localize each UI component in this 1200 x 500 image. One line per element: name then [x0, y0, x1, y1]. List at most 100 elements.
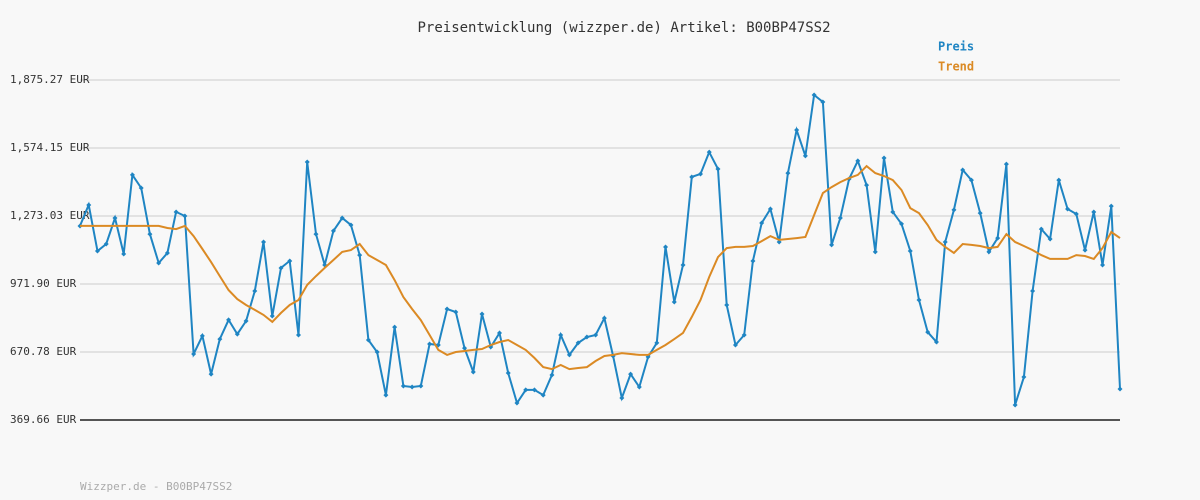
- point-marker: [671, 299, 677, 305]
- point-marker: [269, 313, 275, 319]
- point-marker: [496, 330, 502, 336]
- point-marker: [977, 210, 983, 216]
- point-marker: [724, 302, 730, 308]
- point-marker: [330, 228, 336, 234]
- point-marker: [820, 99, 826, 105]
- point-marker: [261, 239, 267, 245]
- point-marker: [138, 185, 144, 191]
- point-marker: [514, 400, 520, 406]
- point-marker: [252, 288, 258, 294]
- point-marker: [1012, 402, 1018, 408]
- point-marker: [890, 209, 896, 215]
- point-marker: [619, 395, 625, 401]
- point-marker: [855, 158, 861, 164]
- point-marker: [680, 262, 686, 268]
- point-marker: [217, 336, 223, 342]
- point-marker: [960, 167, 966, 173]
- point-marker: [654, 340, 660, 346]
- point-marker: [899, 221, 905, 227]
- point-marker: [479, 311, 485, 317]
- point-marker: [1073, 211, 1079, 217]
- point-marker: [995, 235, 1001, 241]
- point-marker: [226, 317, 232, 323]
- point-marker: [732, 342, 738, 348]
- point-marker: [287, 258, 293, 264]
- point-marker: [872, 249, 878, 255]
- point-marker: [444, 306, 450, 312]
- y-tick-label: 1,574.15 EUR: [10, 141, 90, 154]
- point-marker: [374, 349, 380, 355]
- point-marker: [794, 127, 800, 133]
- point-marker: [1021, 374, 1027, 380]
- point-marker: [750, 258, 756, 264]
- point-marker: [593, 332, 599, 338]
- point-marker: [409, 384, 415, 390]
- point-marker: [715, 166, 721, 172]
- point-marker: [549, 372, 555, 378]
- point-marker: [339, 215, 345, 221]
- point-marker: [1030, 288, 1036, 294]
- y-tick-label: 1,875.27 EUR: [10, 73, 90, 86]
- point-marker: [942, 239, 948, 245]
- point-marker: [357, 252, 363, 258]
- point-marker: [881, 155, 887, 161]
- legend-label: Trend: [938, 60, 974, 74]
- point-marker: [558, 332, 564, 338]
- point-marker: [383, 392, 389, 398]
- point-marker: [191, 351, 197, 357]
- point-marker: [759, 220, 765, 226]
- y-tick-label: 369.66 EUR: [10, 413, 77, 426]
- point-marker: [199, 333, 205, 339]
- point-marker: [156, 260, 162, 266]
- point-marker: [234, 331, 240, 337]
- point-marker: [427, 341, 433, 347]
- point-marker: [829, 242, 835, 248]
- point-marker: [540, 392, 546, 398]
- point-marker: [86, 202, 92, 208]
- point-marker: [584, 334, 590, 340]
- point-marker: [243, 318, 249, 324]
- point-marker: [663, 244, 669, 250]
- point-marker: [741, 332, 747, 338]
- point-marker: [400, 383, 406, 389]
- point-marker: [392, 324, 398, 330]
- point-marker: [916, 297, 922, 303]
- point-marker: [523, 387, 529, 393]
- point-marker: [1065, 206, 1071, 212]
- point-marker: [470, 369, 476, 375]
- point-marker: [103, 241, 109, 247]
- point-marker: [933, 339, 939, 345]
- point-marker: [94, 248, 100, 254]
- y-tick-label: 670.78 EUR: [10, 345, 77, 358]
- point-marker: [628, 371, 634, 377]
- point-marker: [837, 215, 843, 221]
- point-marker: [295, 332, 301, 338]
- point-marker: [112, 215, 118, 221]
- point-marker: [365, 337, 371, 343]
- point-marker: [566, 352, 572, 358]
- legend-label: Preis: [938, 40, 974, 54]
- point-marker: [689, 174, 695, 180]
- point-marker: [505, 370, 511, 376]
- point-marker: [1117, 386, 1123, 392]
- point-marker: [767, 206, 773, 212]
- point-marker: [121, 251, 127, 257]
- point-marker: [811, 92, 817, 98]
- point-marker: [348, 222, 354, 228]
- point-marker: [313, 231, 319, 237]
- point-marker: [278, 265, 284, 271]
- series-line: [79, 93, 1121, 406]
- point-marker: [706, 149, 712, 155]
- point-marker: [164, 250, 170, 256]
- chart-title: Preisentwicklung (wizzper.de) Artikel: B…: [417, 20, 830, 36]
- point-marker: [907, 248, 913, 254]
- point-marker: [802, 153, 808, 159]
- point-marker: [951, 207, 957, 213]
- point-marker: [304, 159, 310, 165]
- point-marker: [1091, 209, 1097, 215]
- point-marker: [575, 340, 581, 346]
- point-marker: [418, 383, 424, 389]
- point-marker: [1038, 226, 1044, 232]
- point-marker: [531, 387, 537, 393]
